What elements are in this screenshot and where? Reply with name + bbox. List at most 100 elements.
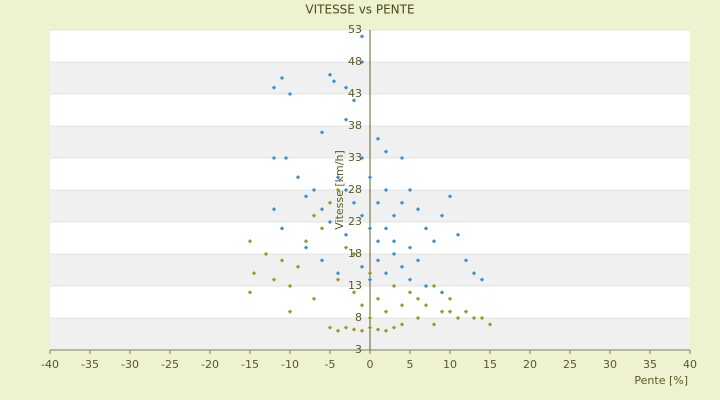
scatter-point xyxy=(415,315,421,321)
scatter-point xyxy=(423,283,429,289)
scatter-point xyxy=(383,309,389,314)
scatter-point xyxy=(359,328,365,333)
scatter-point xyxy=(295,175,301,180)
scatter-point xyxy=(375,239,381,244)
scatter-point xyxy=(327,325,333,330)
scatter-point xyxy=(367,325,373,330)
x-tick-label: 25 xyxy=(563,358,577,371)
scatter-point xyxy=(375,327,381,332)
scatter-point xyxy=(479,277,485,282)
x-tick-label: -30 xyxy=(121,358,139,371)
x-tick-label: -20 xyxy=(201,358,219,371)
scatter-point xyxy=(407,187,413,193)
y-tick-label: 13 xyxy=(348,279,362,292)
scatter-point xyxy=(359,264,365,269)
scatter-point xyxy=(335,175,341,180)
scatter-point xyxy=(303,245,309,250)
scatter-point xyxy=(367,271,373,276)
scatter-point xyxy=(287,283,293,289)
y-tick-label: 33 xyxy=(348,151,362,164)
x-tick-label: -25 xyxy=(161,358,179,371)
scatter-point xyxy=(455,315,461,321)
scatter-point xyxy=(319,226,325,231)
scatter-point xyxy=(319,258,325,263)
scatter-point xyxy=(447,309,453,314)
scatter-point xyxy=(367,226,373,231)
scatter-point xyxy=(399,303,405,308)
scatter-point xyxy=(367,175,373,180)
scatter-point xyxy=(431,239,437,244)
scatter-point xyxy=(335,277,341,282)
x-tick-label: 15 xyxy=(483,358,497,371)
scatter-point xyxy=(455,232,461,237)
scatter-point xyxy=(399,264,405,269)
scatter-point xyxy=(367,315,373,321)
scatter-point xyxy=(375,136,381,141)
scatter-point xyxy=(415,296,421,301)
scatter-point xyxy=(327,200,333,205)
x-tick-label: -15 xyxy=(241,358,259,371)
scatter-point xyxy=(287,309,293,314)
scatter-point xyxy=(439,290,445,295)
scatter-point xyxy=(383,226,389,231)
scatter-point xyxy=(271,155,277,161)
scatter-point xyxy=(407,290,413,295)
scatter-point xyxy=(439,213,445,218)
scatter-point xyxy=(311,296,317,301)
scatter-point xyxy=(391,251,397,257)
y-tick-label: 43 xyxy=(348,87,362,100)
scatter-point xyxy=(351,290,357,295)
scatter-point xyxy=(463,258,469,263)
scatter-point xyxy=(351,200,357,205)
scatter-point xyxy=(391,213,397,218)
scatter-point xyxy=(303,194,309,199)
x-tick-label: 5 xyxy=(407,358,414,371)
x-axis-label: Pente [%] xyxy=(634,374,688,387)
scatter-point xyxy=(271,207,277,212)
scatter-point xyxy=(479,315,485,321)
scatter-point xyxy=(303,239,309,244)
scatter-point xyxy=(263,251,269,257)
scatter-point xyxy=(383,328,389,333)
x-tick-label: 35 xyxy=(643,358,657,371)
scatter-point xyxy=(327,219,333,225)
scatter-point xyxy=(375,296,381,301)
scatter-point xyxy=(383,149,389,154)
scatter-point xyxy=(335,187,341,193)
scatter-point xyxy=(471,315,477,321)
scatter-point xyxy=(423,226,429,231)
scatter-point xyxy=(359,213,365,218)
scatter-point xyxy=(383,271,389,276)
scatter-point xyxy=(431,283,437,289)
y-tick-label: 48 xyxy=(348,55,362,68)
scatter-point xyxy=(399,322,405,327)
scatter-point xyxy=(271,277,277,282)
scatter-point xyxy=(375,200,381,205)
scatter-point xyxy=(471,271,477,276)
scatter-point xyxy=(335,271,341,276)
scatter-point xyxy=(343,245,349,250)
y-tick-label: 8 xyxy=(355,311,362,324)
scatter-point xyxy=(247,239,253,244)
scatter-point xyxy=(391,283,397,289)
scatter-point xyxy=(407,245,413,250)
scatter-point xyxy=(335,328,341,333)
scatter-point xyxy=(343,325,349,330)
scatter-point xyxy=(391,325,397,330)
scatter-point xyxy=(399,200,405,205)
scatter-point xyxy=(415,258,421,263)
scatter-point xyxy=(447,296,453,301)
x-tick-label: -5 xyxy=(325,358,336,371)
scatter-point xyxy=(283,155,289,161)
x-tick-label: -35 xyxy=(81,358,99,371)
scatter-point xyxy=(351,327,357,332)
scatter-point xyxy=(351,251,357,257)
scatter-point xyxy=(343,232,349,237)
scatter-point xyxy=(311,187,317,193)
scatter-point xyxy=(251,271,257,276)
y-tick-label: 28 xyxy=(348,183,362,196)
x-tick-label: 10 xyxy=(443,358,457,371)
x-tick-label: 30 xyxy=(603,358,617,371)
x-tick-label: 0 xyxy=(367,358,374,371)
